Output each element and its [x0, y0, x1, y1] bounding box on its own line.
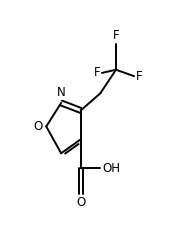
Text: F: F — [136, 70, 143, 83]
Text: O: O — [33, 120, 42, 133]
Text: OH: OH — [102, 162, 120, 175]
Text: F: F — [94, 67, 100, 79]
Text: O: O — [76, 196, 85, 209]
Text: N: N — [57, 86, 66, 99]
Text: F: F — [113, 29, 119, 42]
